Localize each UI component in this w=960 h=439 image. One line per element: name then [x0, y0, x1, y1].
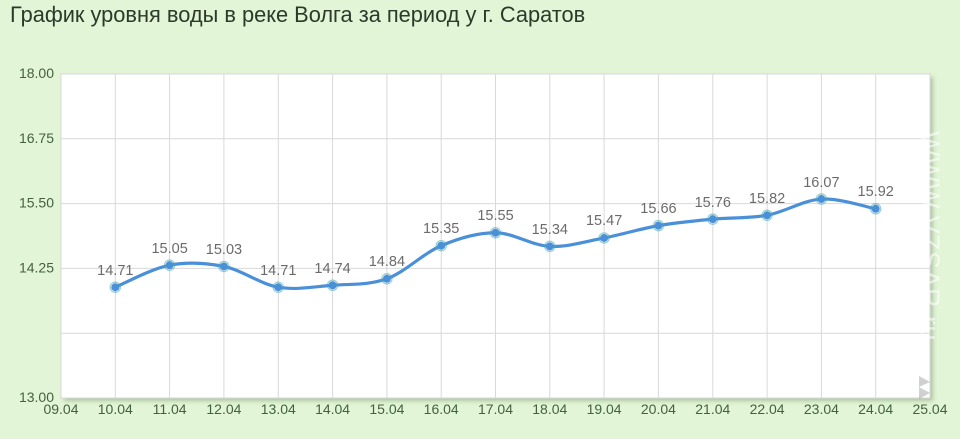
svg-text:14.74: 14.74: [314, 261, 350, 277]
svg-text:15.35: 15.35: [423, 221, 459, 237]
svg-text:16.07: 16.07: [803, 175, 839, 191]
svg-text:17.04: 17.04: [478, 401, 513, 417]
svg-text:14.04: 14.04: [315, 401, 350, 417]
svg-text:15.03: 15.03: [206, 242, 242, 258]
svg-text:18.00: 18.00: [19, 65, 54, 81]
svg-text:15.05: 15.05: [151, 241, 187, 257]
svg-text:14.71: 14.71: [97, 263, 133, 279]
svg-text:15.47: 15.47: [586, 213, 622, 229]
svg-text:15.82: 15.82: [749, 191, 785, 207]
svg-text:15.34: 15.34: [532, 222, 568, 238]
svg-text:18.04: 18.04: [532, 401, 567, 417]
svg-text:14.71: 14.71: [260, 263, 296, 279]
svg-text:15.55: 15.55: [477, 208, 513, 224]
svg-text:14.84: 14.84: [369, 254, 405, 270]
svg-text:12.04: 12.04: [206, 401, 241, 417]
svg-text:22.04: 22.04: [750, 401, 785, 417]
svg-text:WWW.VZSAR.ru: WWW.VZSAR.ru: [915, 131, 945, 341]
svg-text:25.04: 25.04: [912, 401, 947, 417]
svg-text:16.04: 16.04: [424, 401, 459, 417]
svg-text:10.04: 10.04: [98, 401, 133, 417]
svg-text:15.76: 15.76: [695, 195, 731, 211]
svg-text:15.04: 15.04: [369, 401, 404, 417]
svg-text:15.50: 15.50: [19, 195, 54, 211]
svg-text:13.04: 13.04: [261, 401, 296, 417]
svg-text:11.04: 11.04: [153, 401, 187, 417]
svg-text:14.25: 14.25: [19, 259, 54, 275]
svg-text:09.04: 09.04: [43, 401, 78, 417]
svg-text:15.92: 15.92: [858, 184, 894, 200]
svg-text:20.04: 20.04: [641, 401, 676, 417]
svg-text:24.04: 24.04: [858, 401, 893, 417]
svg-text:21.04: 21.04: [695, 401, 730, 417]
svg-text:15.66: 15.66: [640, 201, 676, 217]
svg-text:16.75: 16.75: [19, 130, 54, 146]
svg-text:23.04: 23.04: [804, 401, 839, 417]
svg-text:19.04: 19.04: [587, 401, 622, 417]
